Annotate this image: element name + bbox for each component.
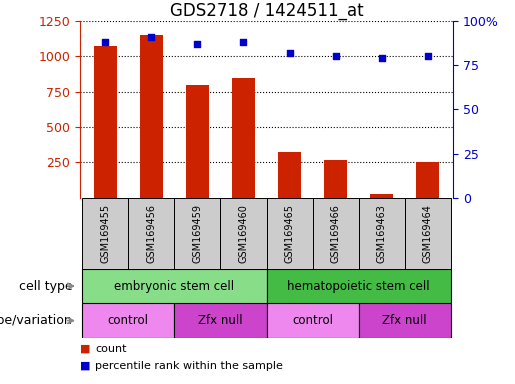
Point — [332, 53, 340, 60]
Bar — [128, 198, 174, 269]
Text: GSM169463: GSM169463 — [377, 204, 387, 263]
Text: GSM169465: GSM169465 — [285, 204, 295, 263]
Bar — [278, 152, 301, 198]
Bar — [186, 85, 209, 198]
Bar — [359, 303, 451, 338]
Text: GSM169460: GSM169460 — [238, 204, 248, 263]
Point — [424, 53, 432, 60]
Bar — [82, 198, 128, 269]
Point — [147, 34, 156, 40]
Bar — [174, 303, 267, 338]
Bar — [82, 303, 174, 338]
Text: embryonic stem cell: embryonic stem cell — [114, 280, 234, 293]
Bar — [140, 35, 163, 198]
Bar — [416, 162, 439, 198]
Bar — [232, 78, 255, 198]
Text: GSM169455: GSM169455 — [100, 204, 110, 263]
Text: GSM169464: GSM169464 — [423, 204, 433, 263]
Text: GSM169466: GSM169466 — [331, 204, 340, 263]
Bar — [94, 46, 117, 198]
Bar — [220, 198, 267, 269]
Bar — [370, 194, 393, 198]
Text: genotype/variation: genotype/variation — [0, 314, 72, 327]
Bar — [313, 198, 359, 269]
Text: ■: ■ — [80, 361, 90, 371]
Text: Zfx null: Zfx null — [383, 314, 427, 327]
Point — [193, 41, 201, 47]
Text: GSM169456: GSM169456 — [146, 204, 156, 263]
Text: count: count — [95, 344, 127, 354]
Bar — [359, 198, 405, 269]
Bar — [324, 160, 347, 198]
Point — [285, 50, 294, 56]
Text: cell type: cell type — [19, 280, 72, 293]
Bar — [82, 269, 267, 303]
Title: GDS2718 / 1424511_at: GDS2718 / 1424511_at — [170, 2, 363, 20]
Point — [101, 39, 109, 45]
Point — [377, 55, 386, 61]
Bar — [405, 198, 451, 269]
Point — [239, 39, 248, 45]
Text: percentile rank within the sample: percentile rank within the sample — [95, 361, 283, 371]
Bar — [267, 269, 451, 303]
Text: control: control — [108, 314, 149, 327]
Bar — [174, 198, 220, 269]
Text: Zfx null: Zfx null — [198, 314, 243, 327]
Text: ■: ■ — [80, 344, 90, 354]
Bar — [267, 303, 359, 338]
Text: GSM169459: GSM169459 — [193, 204, 202, 263]
Text: hematopoietic stem cell: hematopoietic stem cell — [287, 280, 430, 293]
Text: control: control — [292, 314, 333, 327]
Bar — [267, 198, 313, 269]
